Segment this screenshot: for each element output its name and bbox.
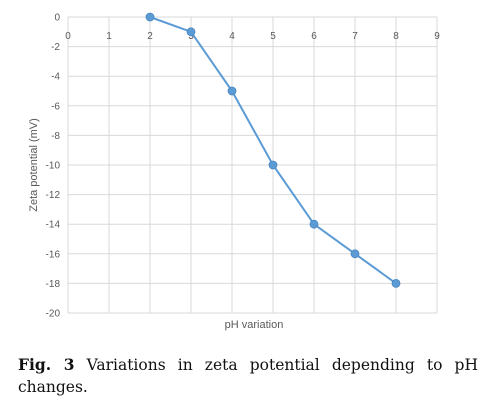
x-axis-title: pH variation — [225, 319, 284, 331]
x-tick-label: 4 — [229, 31, 235, 42]
y-tick-label: -18 — [46, 279, 61, 290]
data-point — [186, 27, 196, 37]
data-point — [309, 219, 319, 229]
x-tick-label: 6 — [311, 31, 317, 42]
data-markers — [145, 12, 401, 288]
data-point — [227, 86, 237, 96]
y-tick-label: -2 — [51, 42, 60, 53]
x-tick-label: 7 — [352, 31, 358, 42]
y-tick-label: -14 — [46, 220, 61, 231]
x-tick-label: 5 — [270, 31, 276, 42]
y-tick-label: 0 — [54, 13, 60, 24]
y-tick-label: -12 — [46, 190, 61, 201]
x-tick-label: 0 — [65, 31, 71, 42]
zeta-potential-chart: 0 1 2 3 4 5 6 7 8 9 0 -2 -4 -6 -8 -10 -12 -14 -16 -18 -20 p… — [28, 12, 440, 332]
data-point — [350, 249, 360, 259]
y-tick-label: -6 — [51, 101, 60, 112]
y-tick-label: -10 — [46, 161, 61, 172]
x-tick-label: 8 — [393, 31, 399, 42]
y-tick-labels: 0 -2 -4 -6 -8 -10 -12 -14 -16 -18 -20 — [46, 13, 61, 320]
y-axis-title: Zeta potential (mV) — [28, 118, 40, 212]
x-tick-labels: 0 1 2 3 4 5 6 7 8 9 — [65, 31, 440, 42]
data-point — [145, 12, 155, 22]
figure-caption: Fig. 3 Variations in zeta potential depe… — [18, 354, 478, 398]
x-tick-label: 1 — [106, 31, 112, 42]
figure-label: Fig. 3 — [18, 355, 75, 374]
y-tick-label: -8 — [51, 131, 60, 142]
x-tick-label: 3 — [188, 31, 194, 42]
x-tick-label: 2 — [147, 31, 153, 42]
caption-text: Variations in zeta potential depending t… — [18, 356, 478, 396]
data-point — [268, 160, 278, 170]
y-tick-label: -16 — [46, 249, 61, 260]
data-point — [391, 278, 401, 288]
grid-lines — [67, 16, 438, 314]
y-tick-label: -4 — [51, 72, 60, 83]
y-tick-label: -20 — [46, 309, 61, 320]
x-tick-label: 9 — [434, 31, 440, 42]
